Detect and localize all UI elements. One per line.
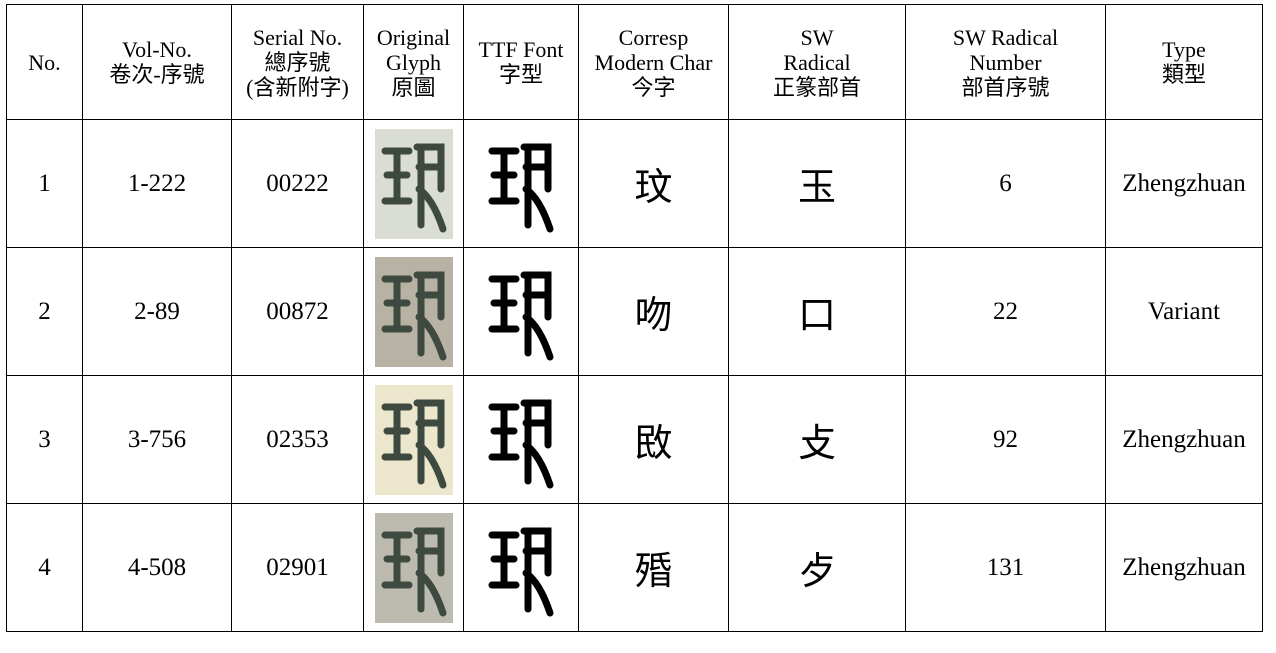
- column-header: Corresp Modern Char 今字: [578, 4, 729, 120]
- header-line: Number: [969, 49, 1042, 75]
- cell: 吻: [578, 247, 729, 376]
- header-line: 原圖: [391, 74, 436, 100]
- column-header: TTF Font 字型: [463, 4, 579, 120]
- header-line: SW: [800, 24, 834, 50]
- header-line: 部首序號: [961, 74, 1050, 100]
- column-header: Original Glyph 原圖: [363, 4, 464, 120]
- cell: 歺: [728, 503, 906, 632]
- cell: 02353: [231, 375, 364, 504]
- table-row: 1 1-222 00222 玟玉 6 Zhengzhuan: [6, 119, 1263, 248]
- glyph-strokes: [381, 527, 446, 616]
- glyph-strokes: [488, 399, 554, 488]
- table-row: 2 2-89 00872 吻口 22 Variant: [6, 247, 1263, 376]
- cell: 玟: [578, 119, 729, 248]
- table-row: 4 4-508 02901 殙歺 131 Zhengzhuan: [6, 503, 1263, 632]
- glyph-strokes: [381, 399, 446, 488]
- column-header: Vol-No. 卷次-序號: [82, 4, 232, 120]
- original-glyph-cell: [363, 375, 464, 504]
- cell: Variant: [1105, 247, 1263, 376]
- header-line: SW Radical: [952, 24, 1059, 50]
- header-line: Modern Char: [594, 49, 713, 75]
- header-line: 正篆部首: [772, 74, 861, 100]
- original-glyph-cell: [363, 247, 464, 376]
- cell: 3: [6, 375, 83, 504]
- cell: 00872: [231, 247, 364, 376]
- cell: 殙: [578, 503, 729, 632]
- glyph-strokes: [488, 271, 554, 360]
- column-header: Serial No. 總序號 (含新附字): [231, 4, 364, 120]
- ttf-glyph-image: [482, 512, 560, 623]
- original-glyph-image: [374, 384, 453, 495]
- glyph-strokes: [381, 271, 446, 360]
- cell: 6: [905, 119, 1106, 248]
- column-header: SW Radical Number 部首序號: [905, 4, 1106, 120]
- original-glyph-image: [374, 256, 453, 367]
- header-line: TTF Font: [478, 37, 564, 62]
- header-row: No. Vol-No. 卷次-序號 Serial No. 總序號 (含新附字) Origin…: [6, 4, 1263, 120]
- glyph-strokes: [488, 143, 554, 232]
- header-line: Serial No.: [252, 24, 343, 50]
- cell: 攴: [728, 375, 906, 504]
- cell: 22: [905, 247, 1106, 376]
- cell: 1: [6, 119, 83, 248]
- header-line: (含新附字): [246, 74, 349, 100]
- cell: 4: [6, 503, 83, 632]
- cell: 2-89: [82, 247, 232, 376]
- cell: 92: [905, 375, 1106, 504]
- cell: 3-756: [82, 375, 232, 504]
- original-glyph-image: [374, 128, 453, 239]
- header-line: 卷次-序號: [109, 62, 205, 87]
- ttf-glyph-image: [482, 128, 560, 239]
- original-glyph-image: [374, 512, 453, 623]
- ttf-glyph-image: [482, 384, 560, 495]
- column-header: Type 類型: [1105, 4, 1263, 120]
- cell: 玉: [728, 119, 906, 248]
- header-line: Radical: [783, 49, 851, 75]
- cell: Zhengzhuan: [1105, 375, 1263, 504]
- cell: 02901: [231, 503, 364, 632]
- cell: Zhengzhuan: [1105, 119, 1263, 248]
- cell: 4-508: [82, 503, 232, 632]
- header-line: Vol-No.: [122, 37, 192, 62]
- header-line: Type: [1162, 37, 1206, 62]
- glyph-table: No. Vol-No. 卷次-序號 Serial No. 總序號 (含新附字) Origin…: [6, 4, 1263, 632]
- cell: 1-222: [82, 119, 232, 248]
- header-line: 字型: [498, 62, 543, 87]
- cell: 131: [905, 503, 1106, 632]
- cell: Zhengzhuan: [1105, 503, 1263, 632]
- original-glyph-cell: [363, 119, 464, 248]
- ttf-glyph-cell: [463, 375, 579, 504]
- glyph-strokes: [381, 143, 446, 232]
- cell: 00222: [231, 119, 364, 248]
- cell: 敃: [578, 375, 729, 504]
- header-line: Original: [376, 24, 451, 50]
- header-line: 類型: [1161, 62, 1206, 87]
- header-line: 今字: [631, 74, 676, 100]
- original-glyph-cell: [363, 503, 464, 632]
- header-line: No.: [28, 49, 61, 75]
- header-line: Corresp: [618, 24, 689, 50]
- column-header: No.: [6, 4, 83, 120]
- ttf-glyph-cell: [463, 247, 579, 376]
- ttf-glyph-cell: [463, 503, 579, 632]
- table-body: 1 1-222 00222 玟玉 6 Zhengzhuan 2 2-89 00872 吻口 22 Va…: [6, 119, 1263, 632]
- glyph-strokes: [488, 527, 554, 616]
- table-row: 3 3-756 02353 敃攴 92 Zhengzhuan: [6, 375, 1263, 504]
- cell: 2: [6, 247, 83, 376]
- ttf-glyph-image: [482, 256, 560, 367]
- column-header: SW Radical 正篆部首: [728, 4, 906, 120]
- header-line: 總序號: [264, 49, 331, 75]
- header-line: Glyph: [386, 49, 441, 75]
- cell: 口: [728, 247, 906, 376]
- ttf-glyph-cell: [463, 119, 579, 248]
